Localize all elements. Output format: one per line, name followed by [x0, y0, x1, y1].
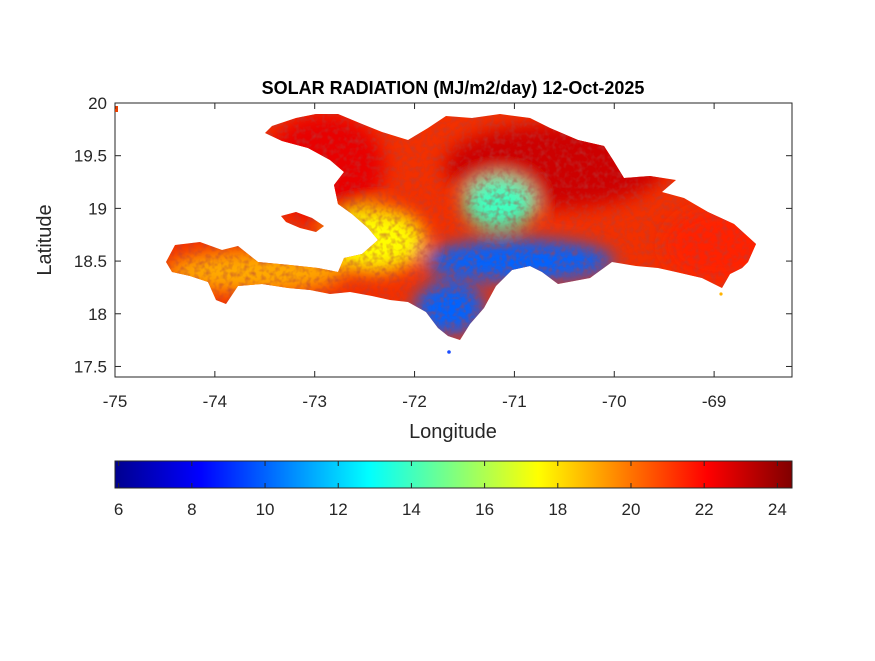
colorbar-tick-label: 20 [622, 500, 641, 519]
colorbar-tick-label: 12 [329, 500, 348, 519]
y-tick-label: 18.5 [74, 252, 107, 271]
x-tick-label: -70 [602, 392, 627, 411]
x-tick-label: -74 [203, 392, 228, 411]
x-tick-label: -71 [502, 392, 527, 411]
islet-dot [719, 292, 723, 296]
y-tick-label: 17.5 [74, 357, 107, 376]
chart-title: SOLAR RADIATION (MJ/m2/day) 12-Oct-2025 [262, 78, 645, 98]
axes: -75 -74 -73 -72 -71 -70 -69 17.5 18 18.5 19 19.5 20 [74, 94, 792, 411]
x-tick-label: -73 [302, 392, 327, 411]
colorbar-ticks: 6 8 10 12 14 16 18 20 22 24 [114, 461, 787, 519]
colorbar [114, 460, 793, 489]
y-tick-label: 19 [88, 199, 107, 218]
y-axis-label: Latitude [34, 204, 56, 275]
islet-dot [447, 350, 451, 354]
x-tick-label: -69 [702, 392, 727, 411]
colorbar-tick-label: 16 [475, 500, 494, 519]
corner-pixel [115, 106, 118, 112]
colorbar-tick-label: 18 [548, 500, 567, 519]
y-tick-label: 18 [88, 305, 107, 324]
colorbar-tick-label: 6 [114, 500, 123, 519]
colorbar-tick-label: 8 [187, 500, 196, 519]
y-tick-label: 20 [88, 94, 107, 113]
x-tick-label: -72 [402, 392, 427, 411]
x-tick-label: -75 [103, 392, 128, 411]
colorbar-tick-label: 14 [402, 500, 421, 519]
colorbar-tick-label: 10 [256, 500, 275, 519]
x-axis-label: Longitude [409, 421, 497, 443]
y-tick-label: 19.5 [74, 147, 107, 166]
colorbar-tick-label: 22 [695, 500, 714, 519]
colorbar-tick-label: 24 [768, 500, 787, 519]
